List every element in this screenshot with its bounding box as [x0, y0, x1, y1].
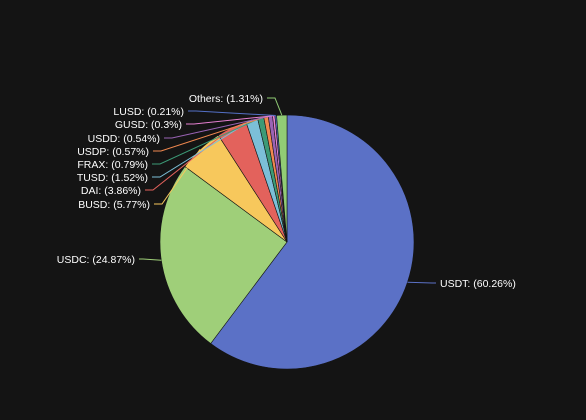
pie-slice-usdc — [159, 166, 288, 344]
leader-line-lusd — [188, 110, 276, 116]
slice-label-usdc: USDC: (24.87%) — [57, 254, 135, 266]
slice-label-busd: BUSD: (5.77%) — [78, 199, 150, 211]
slice-label-usdp: USDP: (0.57%) — [77, 146, 149, 158]
slice-label-dai: DAI: (3.86%) — [81, 185, 141, 197]
slice-label-lusd: LUSD: (0.21%) — [113, 106, 184, 118]
leader-line-usdp — [153, 116, 267, 152]
slice-label-frax: FRAX: (0.79%) — [77, 159, 148, 171]
slice-labels: USDT: (60.26%) USDC: (24.87%) BUSD: (5.77%… — [57, 93, 516, 290]
slice-label-tusd: TUSD: (1.52%) — [77, 172, 148, 184]
slice-label-usdd: USDD: (0.54%) — [88, 133, 160, 145]
slice-label-others: Others: (1.31%) — [189, 93, 263, 105]
leader-line-usdt — [407, 281, 436, 284]
leader-line-usdc — [139, 258, 162, 261]
leader-line-usdd — [164, 115, 271, 139]
slice-label-usdt: USDT: (60.26%) — [440, 278, 516, 290]
leader-line-gusd — [186, 115, 274, 125]
leader-line-others — [267, 97, 283, 116]
leader-line-busd — [154, 149, 201, 205]
leader-line-frax — [152, 117, 261, 165]
pie-slices — [159, 114, 415, 370]
leader-line-tusd — [152, 119, 252, 178]
pie-slice-usdt — [210, 114, 415, 370]
slice-label-gusd: GUSD: (0.3%) — [115, 119, 182, 131]
leader-lines — [139, 97, 436, 284]
